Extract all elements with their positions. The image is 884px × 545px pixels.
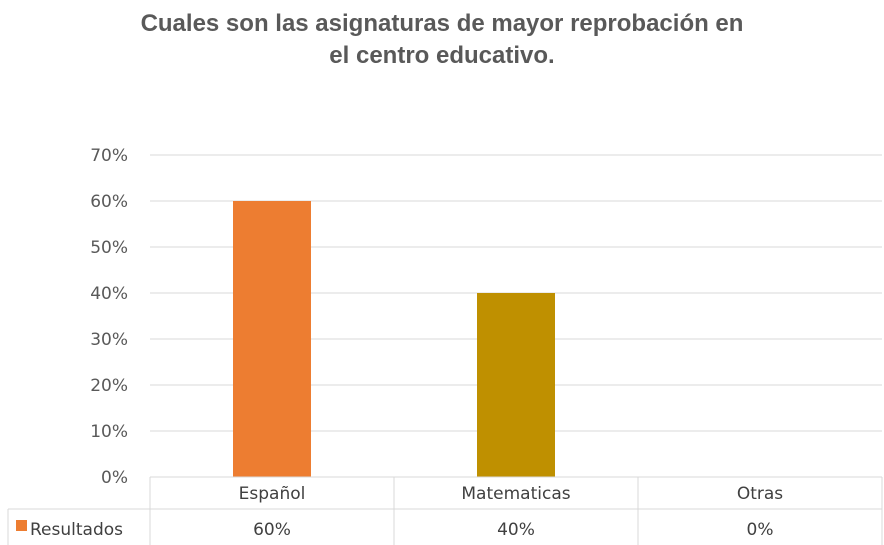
- y-tick-label: 50%: [90, 238, 128, 258]
- x-category-label: Español: [239, 484, 306, 504]
- x-category-label: Otras: [737, 484, 783, 504]
- bar-matematicas: [477, 293, 555, 477]
- y-tick-label: 70%: [90, 146, 128, 166]
- y-tick-label: 0%: [101, 468, 128, 488]
- chart-title: Cuales son las asignaturas de mayor repr…: [0, 8, 884, 72]
- bar-español: [233, 201, 311, 477]
- y-tick-label: 20%: [90, 376, 128, 396]
- y-tick-label: 10%: [90, 422, 128, 442]
- data-label: 0%: [747, 520, 774, 540]
- y-tick-label: 30%: [90, 330, 128, 350]
- chart-title-line-2: el centro educativo.: [329, 42, 555, 69]
- y-tick-label: 60%: [90, 192, 128, 212]
- y-tick-label: 40%: [90, 284, 128, 304]
- legend-label: Resultados: [30, 520, 123, 540]
- data-label: 60%: [253, 520, 291, 540]
- data-label: 40%: [497, 520, 535, 540]
- x-category-label: Matematicas: [461, 484, 570, 504]
- chart-title-line-1: Cuales son las asignaturas de mayor repr…: [140, 10, 744, 37]
- legend-swatch: [16, 520, 27, 531]
